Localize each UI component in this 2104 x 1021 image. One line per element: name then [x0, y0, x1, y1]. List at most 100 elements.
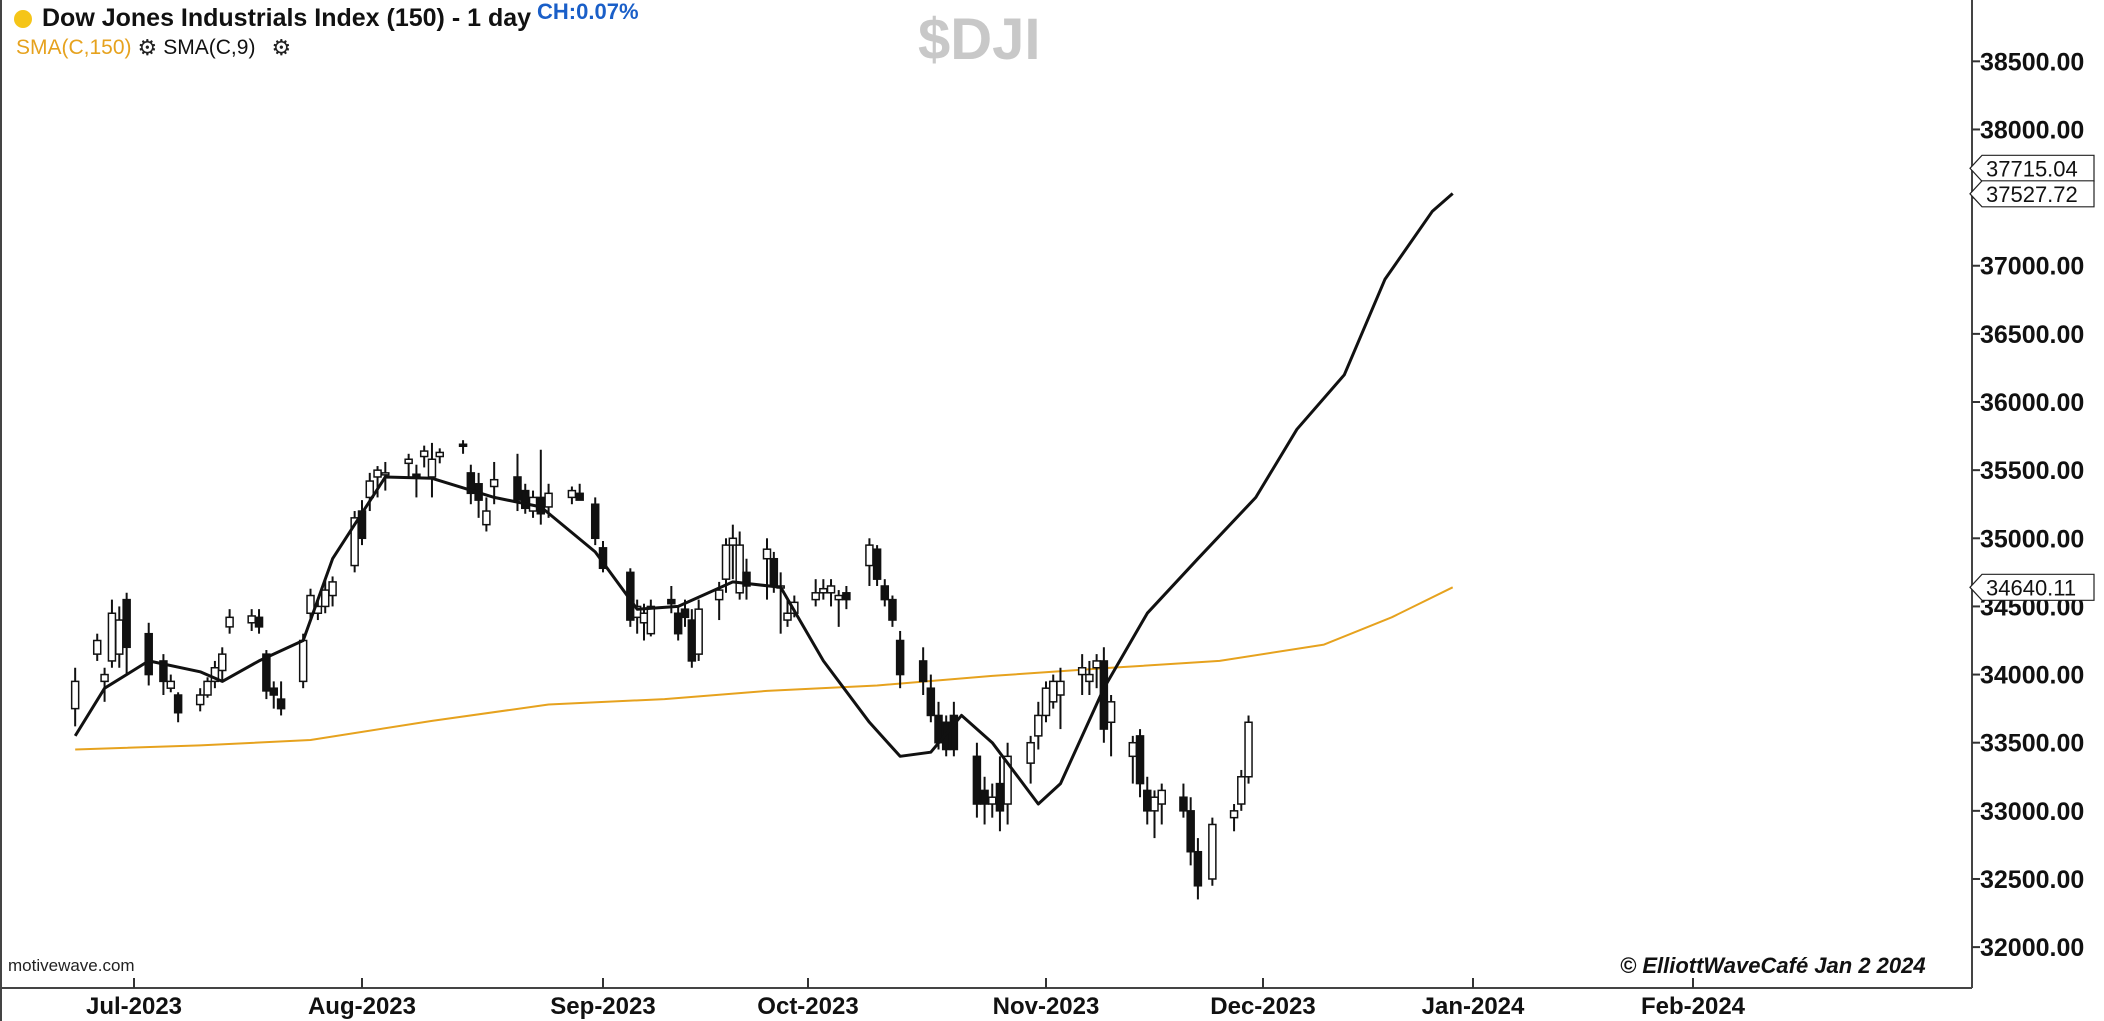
candle-body-up	[1244, 721, 1253, 778]
candle-body-up	[1034, 714, 1043, 737]
candle-body-up	[381, 472, 390, 476]
y-tick-label: 32000.00	[1980, 934, 2084, 962]
candle	[673, 606, 683, 641]
candle	[742, 558, 751, 600]
y-tick-label: 33500.00	[1980, 730, 2084, 758]
source-label: motivewave.com	[8, 956, 135, 975]
candle	[646, 599, 656, 637]
candle	[1229, 804, 1239, 832]
candle-body-down	[895, 639, 905, 676]
x-tick-label: Aug-2023	[308, 993, 416, 1020]
candle	[195, 688, 205, 712]
y-tick-label: 35500.00	[1980, 457, 2084, 485]
chart-title: Dow Jones Industrials Index (150) - 1 da…	[42, 4, 532, 32]
candle	[895, 630, 905, 689]
candle	[306, 588, 315, 621]
symbol-watermark: $DJI	[918, 7, 1041, 72]
y-tick-label: 36500.00	[1980, 321, 2084, 349]
candle-body-up	[70, 680, 80, 710]
indicator-sma9-label[interactable]: SMA(C,9)	[163, 36, 256, 59]
price-tag: 37527.72	[1969, 180, 2095, 208]
candle	[373, 466, 382, 498]
candle	[92, 633, 102, 661]
candle	[269, 681, 278, 709]
candle-body-up	[1237, 776, 1246, 805]
price-tag: 34640.11	[1969, 573, 2095, 601]
candle-body-up	[419, 450, 429, 458]
candle-body-down	[995, 782, 1005, 812]
candle	[632, 599, 642, 634]
sma150-line	[75, 586, 1454, 751]
candle	[254, 609, 264, 634]
candle	[173, 692, 183, 723]
candle-body-up	[1003, 755, 1012, 805]
candle-body-up	[721, 544, 731, 580]
candle-body-down	[521, 489, 530, 510]
candle-body-down	[575, 492, 584, 501]
candle-body-down	[680, 608, 690, 619]
candle-body-down	[742, 571, 751, 587]
candle-body-up	[218, 653, 227, 672]
candle-body-up	[427, 458, 437, 478]
candle	[728, 524, 738, 580]
candle	[1026, 735, 1035, 784]
candle-body-down	[926, 687, 936, 717]
indicator-sma150-label[interactable]: SMA(C,150)	[16, 36, 132, 59]
candle	[404, 453, 413, 477]
candle	[811, 579, 820, 607]
candle-body-down	[1186, 810, 1195, 853]
candle	[567, 486, 577, 505]
price-tag-box	[1969, 180, 2095, 208]
candle-body-up	[865, 544, 874, 567]
chart-title-row: Dow Jones Industrials Index (150) - 1 da…	[14, 0, 639, 33]
candle-body-down	[513, 476, 522, 501]
y-tick-label: 37000.00	[1980, 253, 2084, 281]
candle-body-down	[159, 660, 168, 683]
candle	[842, 585, 851, 610]
candle-body-up	[489, 478, 499, 488]
candle	[482, 497, 491, 532]
candle-body-up	[714, 589, 724, 601]
candle-body-down	[458, 443, 468, 448]
candle	[762, 538, 772, 600]
candle-body-up	[166, 680, 176, 689]
candle	[365, 472, 375, 512]
candle-body-down	[949, 714, 959, 751]
candle-body-up	[544, 492, 553, 508]
candle	[1193, 838, 1203, 900]
candle-body-up	[834, 594, 843, 601]
candle	[1106, 695, 1116, 757]
candle-body-up	[1056, 680, 1065, 696]
candle-body-up	[320, 589, 330, 608]
candle-body-up	[632, 605, 642, 619]
indicator-row: SMA(C,150) ⚙ SMA(C,9) ⚙	[16, 36, 291, 60]
price-tag-value: 37527.72	[1986, 182, 2078, 207]
candle-body-up	[762, 548, 772, 560]
sma9-line	[73, 192, 1454, 806]
candle-body-down	[918, 660, 928, 683]
candle-body-down	[667, 598, 676, 605]
candle-body-up	[783, 612, 792, 621]
candle	[1034, 701, 1043, 750]
candle-body-up	[1150, 796, 1159, 812]
candle	[735, 531, 744, 600]
candle-body-down	[980, 789, 989, 805]
price-tag-value: 34640.11	[1986, 575, 2076, 600]
gear-icon[interactable]: ⚙	[271, 35, 292, 60]
candle-body-up	[1048, 680, 1058, 703]
candle-body-up	[210, 667, 220, 683]
candle	[1186, 797, 1195, 866]
x-tick-label: Jan-2024	[1422, 993, 1525, 1020]
candle	[872, 545, 882, 586]
candle-body-up	[639, 612, 649, 624]
candle-body-up	[1077, 667, 1087, 676]
candle-body-down	[1143, 789, 1152, 812]
candle-body-up	[328, 581, 337, 597]
candle-body-up	[100, 673, 109, 683]
candle-body-up	[435, 451, 444, 458]
candle-body-up	[1208, 823, 1217, 880]
candle	[466, 464, 476, 505]
candle	[166, 674, 176, 693]
change-percent: CH:0.07%	[537, 0, 639, 24]
gear-icon[interactable]: ⚙	[137, 35, 158, 60]
